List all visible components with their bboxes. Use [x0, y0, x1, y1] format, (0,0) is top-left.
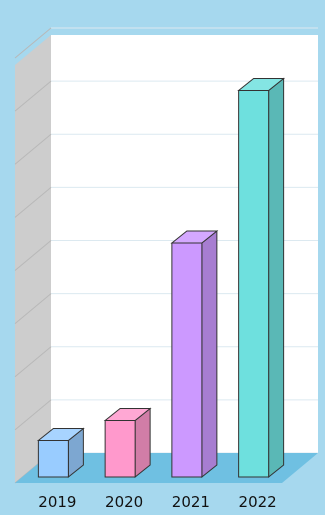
bar-2022 — [237, 77, 286, 479]
bar-front — [171, 242, 203, 478]
x-tick-label: 2020 — [105, 493, 143, 511]
x-tick-label: 2022 — [239, 493, 277, 511]
bar-front — [104, 420, 136, 478]
left-wall — [15, 35, 51, 483]
bar-series — [36, 77, 286, 479]
bar-side — [201, 229, 218, 479]
bar-2020 — [103, 407, 152, 479]
gridline-side — [14, 240, 52, 271]
x-tick-label: 2021 — [172, 493, 210, 511]
gridline-side — [14, 293, 52, 325]
gridline-side — [14, 186, 52, 218]
gridline-side — [14, 346, 52, 378]
bar-front — [238, 90, 270, 478]
x-tick-label: 2019 — [38, 493, 76, 511]
gridline-side — [14, 399, 52, 431]
bar-2021 — [170, 229, 219, 479]
gridline-side — [14, 80, 52, 112]
bar-side — [268, 77, 285, 479]
x-axis-labels: 2019 2020 2021 2022 — [38, 493, 276, 511]
bar-front — [37, 440, 69, 478]
gridline-side — [14, 133, 52, 165]
bar-2019 — [36, 427, 85, 479]
gridline-side — [14, 27, 52, 59]
